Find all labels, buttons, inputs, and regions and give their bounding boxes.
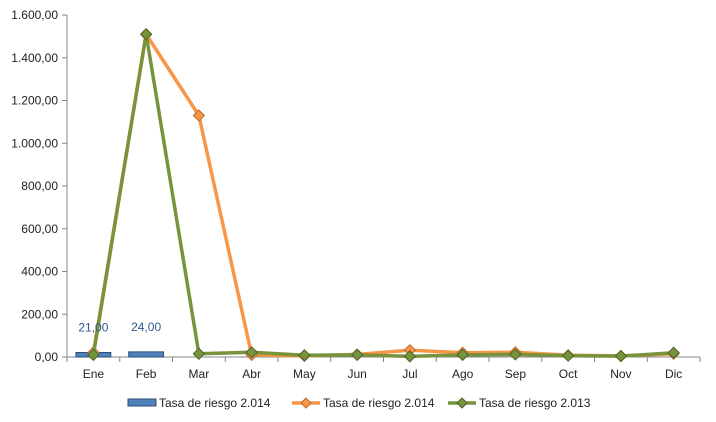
point bbox=[298, 349, 311, 362]
point bbox=[192, 347, 206, 361]
y-tick-label: 1.200,00 bbox=[11, 94, 58, 108]
line-series bbox=[87, 28, 680, 363]
legend-label: Tasa de riesgo 2.014 bbox=[323, 396, 435, 410]
point bbox=[667, 346, 680, 359]
x-tick-label: Jun bbox=[347, 367, 366, 381]
legend-swatch-bar bbox=[127, 398, 157, 407]
y-tick-label: 600,00 bbox=[21, 222, 58, 236]
point bbox=[561, 349, 575, 362]
y-axis: 0,00 200,00 400,00 600,00 800,00 1.000,00 1.20… bbox=[11, 8, 68, 364]
y-tick-label: 1.600,00 bbox=[11, 8, 58, 22]
series-line bbox=[91, 32, 676, 358]
data-label: 24,00 bbox=[131, 320, 161, 334]
legend: Tasa de riesgo 2.014 Tasa de riesgo 2.014… bbox=[127, 396, 591, 410]
series-line bbox=[91, 32, 676, 359]
x-tick-label: Mar bbox=[189, 367, 210, 381]
x-axis: Ene Feb Mar Abr May Jun Jul Ago Sep Oct Nov Dic bbox=[66, 356, 701, 381]
x-tick-label: Abr bbox=[242, 367, 261, 381]
y-tick-label: 0,00 bbox=[35, 350, 59, 364]
point bbox=[87, 348, 100, 362]
point bbox=[245, 346, 258, 359]
point bbox=[139, 28, 153, 41]
point bbox=[403, 350, 417, 363]
x-tick-label: May bbox=[293, 367, 316, 381]
legend-label: Tasa de riesgo 2.013 bbox=[479, 396, 591, 410]
legend-label: Tasa de riesgo 2.014 bbox=[159, 396, 271, 410]
point bbox=[456, 397, 468, 409]
point bbox=[192, 109, 206, 122]
point bbox=[456, 348, 469, 362]
x-tick-label: Sep bbox=[505, 367, 527, 381]
data-labels: 21,00 24,00 bbox=[78, 320, 161, 335]
x-tick-label: Ene bbox=[83, 367, 105, 381]
x-tick-label: Dic bbox=[665, 367, 682, 381]
x-tick-label: Nov bbox=[610, 367, 631, 381]
x-tick-label: Oct bbox=[559, 367, 578, 381]
y-tick-label: 200,00 bbox=[21, 307, 58, 321]
data-label: 21,00 bbox=[78, 321, 108, 335]
x-tick-label: Jul bbox=[402, 367, 417, 381]
point bbox=[300, 397, 312, 409]
y-tick-label: 1.400,00 bbox=[11, 51, 58, 65]
point bbox=[509, 348, 522, 361]
point bbox=[350, 348, 364, 362]
y-tick-label: 1.000,00 bbox=[11, 136, 58, 150]
x-tick-label: Feb bbox=[136, 367, 157, 381]
bar bbox=[128, 351, 165, 358]
y-tick-label: 400,00 bbox=[21, 265, 58, 279]
x-tick-label: Ago bbox=[452, 367, 474, 381]
point bbox=[614, 349, 628, 363]
y-tick-label: 800,00 bbox=[21, 179, 58, 193]
